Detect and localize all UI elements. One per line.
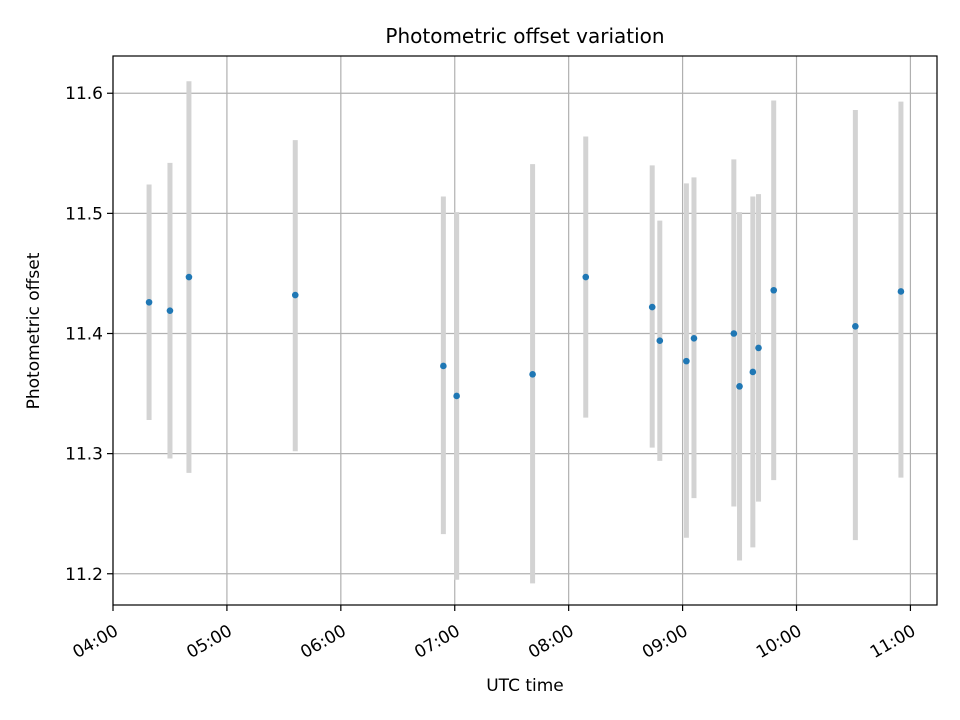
data-point <box>656 337 664 345</box>
y-tick-label: 11.4 <box>65 325 103 345</box>
data-point <box>755 344 762 352</box>
chart-title: Photometric offset variation <box>385 24 664 48</box>
data-points <box>145 273 905 400</box>
data-point <box>145 298 153 306</box>
y-axis-label: Photometric offset <box>24 252 44 409</box>
data-point <box>690 335 698 342</box>
y-axis-ticks: 11.2 11.3 11.4 11.5 11.6 <box>65 84 113 585</box>
data-point <box>582 273 590 281</box>
grid <box>112 56 937 605</box>
data-point <box>770 286 778 294</box>
y-tick-label: 11.3 <box>65 445 103 465</box>
data-point <box>852 322 859 330</box>
plot-frame <box>112 55 938 606</box>
data-point <box>749 368 757 376</box>
data-point <box>440 362 447 370</box>
data-point <box>730 330 738 337</box>
x-axis-label: UTC time <box>486 676 564 696</box>
data-point <box>529 371 536 378</box>
data-point <box>453 392 460 400</box>
data-point <box>166 307 174 314</box>
data-point <box>897 288 905 295</box>
data-point <box>185 273 193 281</box>
data-point <box>648 303 656 311</box>
y-tick-label: 11.2 <box>65 565 103 585</box>
data-point <box>736 383 743 390</box>
data-point <box>683 357 690 365</box>
y-tick-label: 11.6 <box>65 84 103 104</box>
data-point <box>291 291 299 299</box>
y-tick-label: 11.5 <box>65 204 103 224</box>
